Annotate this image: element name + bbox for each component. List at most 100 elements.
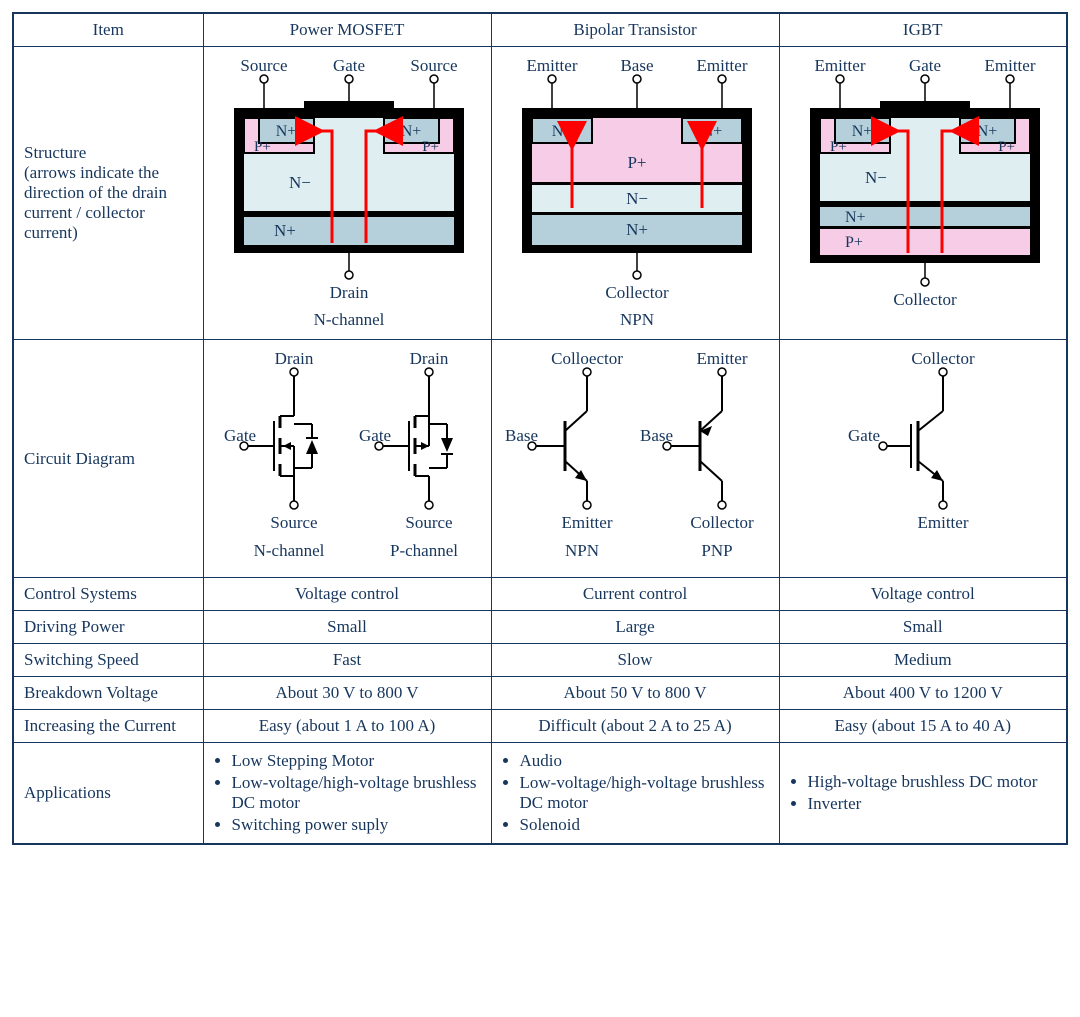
- svg-text:N+: N+: [851, 123, 872, 140]
- svg-text:Collector: Collector: [911, 349, 975, 368]
- row-circuit-label: Circuit Diagram: [13, 340, 203, 578]
- svg-text:Gate: Gate: [908, 56, 940, 75]
- svg-text:N+: N+: [626, 220, 648, 239]
- current-c3: Easy (about 15 A to 40 A): [779, 710, 1067, 743]
- driving-c3: Small: [779, 611, 1067, 644]
- svg-text:Emitter: Emitter: [917, 513, 968, 532]
- structure-mosfet-svg: Source Gate Source: [214, 53, 484, 333]
- svg-text:Emitter: Emitter: [526, 56, 577, 75]
- apps-c1: Low Stepping MotorLow-voltage/high-volta…: [203, 743, 491, 845]
- svg-text:P+: P+: [627, 153, 646, 172]
- svg-text:P-channel: P-channel: [390, 541, 458, 560]
- svg-text:NPN: NPN: [619, 310, 653, 329]
- svg-text:Drain: Drain: [329, 283, 368, 302]
- structure-mosfet: Source Gate Source: [203, 47, 491, 340]
- svg-text:N+: N+: [275, 123, 296, 140]
- svg-text:Emitter: Emitter: [696, 349, 747, 368]
- switching-c2: Slow: [491, 644, 779, 677]
- current-c1: Easy (about 1 A to 100 A): [203, 710, 491, 743]
- structure-igbt-svg: Emitter Gate Emitter N+: [790, 53, 1060, 333]
- svg-text:Collector: Collector: [690, 513, 754, 532]
- header-igbt: IGBT: [779, 13, 1067, 47]
- svg-text:Gate: Gate: [848, 426, 880, 445]
- svg-text:P+: P+: [254, 139, 271, 155]
- circuit-igbt-svg: Collector Gate Emitter: [823, 346, 1023, 571]
- svg-text:Source: Source: [240, 56, 287, 75]
- circuit-igbt: Collector Gate Emitter: [779, 340, 1067, 578]
- header-item: Item: [13, 13, 203, 47]
- svg-text:Gate: Gate: [359, 426, 391, 445]
- svg-text:N+: N+: [400, 123, 421, 140]
- svg-text:Emitter: Emitter: [984, 56, 1035, 75]
- svg-text:Gate: Gate: [332, 56, 364, 75]
- svg-text:Collector: Collector: [893, 290, 957, 309]
- svg-text:N-channel: N-channel: [313, 310, 384, 329]
- switching-c1: Fast: [203, 644, 491, 677]
- switching-c3: Medium: [779, 644, 1067, 677]
- driving-c1: Small: [203, 611, 491, 644]
- svg-text:Gate: Gate: [224, 426, 256, 445]
- row-apps-label: Applications: [13, 743, 203, 845]
- svg-text:Source: Source: [270, 513, 317, 532]
- svg-text:P+: P+: [998, 139, 1015, 155]
- list-item: Inverter: [808, 794, 1057, 814]
- row-control-label: Control Systems: [13, 578, 203, 611]
- control-c3: Voltage control: [779, 578, 1067, 611]
- row-breakdown-label: Breakdown Voltage: [13, 677, 203, 710]
- svg-text:NPN: NPN: [564, 541, 598, 560]
- svg-text:N−: N−: [626, 189, 648, 208]
- list-item: High-voltage brushless DC motor: [808, 772, 1057, 792]
- comparison-table: Item Power MOSFET Bipolar Transistor IGB…: [12, 12, 1068, 845]
- breakdown-c2: About 50 V to 800 V: [491, 677, 779, 710]
- svg-text:N+: N+: [551, 123, 572, 140]
- svg-text:N+: N+: [274, 221, 296, 240]
- row-driving-label: Driving Power: [13, 611, 203, 644]
- control-c2: Current control: [491, 578, 779, 611]
- structure-bjt: Emitter Base Emitter N+ N+ P+: [491, 47, 779, 340]
- svg-text:Emitter: Emitter: [814, 56, 865, 75]
- apps-c2: AudioLow-voltage/high-voltage brushless …: [491, 743, 779, 845]
- apps-c1-list: Low Stepping MotorLow-voltage/high-volta…: [232, 751, 481, 835]
- svg-text:Drain: Drain: [409, 349, 448, 368]
- list-item: Audio: [520, 751, 769, 771]
- svg-text:P+: P+: [830, 139, 847, 155]
- svg-text:N+: N+: [976, 123, 997, 140]
- breakdown-c1: About 30 V to 800 V: [203, 677, 491, 710]
- svg-text:Source: Source: [405, 513, 452, 532]
- circuit-mosfet-svg: Drain Gate: [214, 346, 484, 571]
- circuit-bjt-svg: Colloector Base Emitter NPN: [502, 346, 772, 571]
- svg-text:N-channel: N-channel: [253, 541, 324, 560]
- list-item: Low-voltage/high-voltage brushless DC mo…: [520, 773, 769, 813]
- svg-text:PNP: PNP: [701, 541, 732, 560]
- svg-text:N+: N+: [701, 123, 722, 140]
- svg-text:Source: Source: [410, 56, 457, 75]
- list-item: Solenoid: [520, 815, 769, 835]
- circuit-mosfet: Drain Gate: [203, 340, 491, 578]
- driving-c2: Large: [491, 611, 779, 644]
- svg-text:P+: P+: [422, 139, 439, 155]
- row-current-label: Increasing the Current: [13, 710, 203, 743]
- svg-text:N+: N+: [845, 209, 866, 226]
- svg-text:Emitter: Emitter: [696, 56, 747, 75]
- svg-text:Emitter: Emitter: [561, 513, 612, 532]
- svg-text:P+: P+: [845, 234, 863, 251]
- apps-c3: High-voltage brushless DC motorInverter: [779, 743, 1067, 845]
- apps-c2-list: AudioLow-voltage/high-voltage brushless …: [520, 751, 769, 835]
- svg-text:Colloector: Colloector: [551, 349, 623, 368]
- current-c2: Difficult (about 2 A to 25 A): [491, 710, 779, 743]
- svg-text:Base: Base: [620, 56, 653, 75]
- list-item: Switching power suply: [232, 815, 481, 835]
- row-switching-label: Switching Speed: [13, 644, 203, 677]
- list-item: Low-voltage/high-voltage brushless DC mo…: [232, 773, 481, 813]
- svg-text:N−: N−: [865, 168, 887, 187]
- breakdown-c3: About 400 V to 1200 V: [779, 677, 1067, 710]
- svg-text:Collector: Collector: [605, 283, 669, 302]
- control-c1: Voltage control: [203, 578, 491, 611]
- svg-text:N−: N−: [289, 173, 311, 192]
- svg-text:Drain: Drain: [274, 349, 313, 368]
- list-item: Low Stepping Motor: [232, 751, 481, 771]
- apps-c3-list: High-voltage brushless DC motorInverter: [808, 772, 1057, 814]
- circuit-bjt: Colloector Base Emitter NPN: [491, 340, 779, 578]
- header-bjt: Bipolar Transistor: [491, 13, 779, 47]
- structure-bjt-svg: Emitter Base Emitter N+ N+ P+: [502, 53, 772, 333]
